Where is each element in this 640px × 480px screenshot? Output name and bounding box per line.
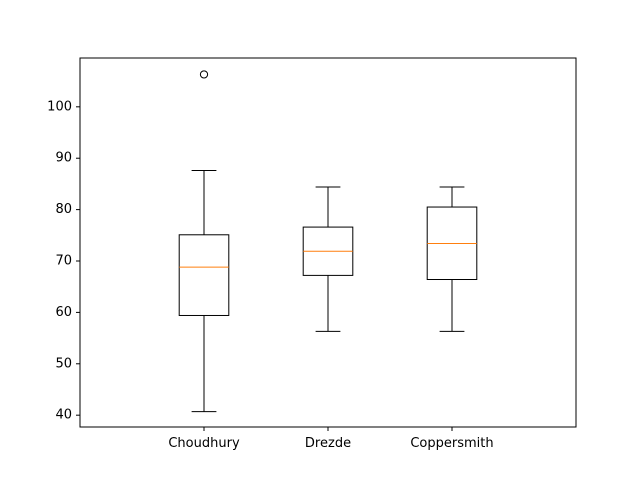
box-drezde [302,186,354,332]
y-tick-label: 50 [55,356,72,371]
x-tick-label: Coppersmith [410,436,493,451]
y-tick-label: 70 [55,254,72,269]
x-tick-label: Choudhury [168,436,240,451]
y-axis-ticks: 40 50 60 70 80 90 100 [47,99,80,423]
outlier-point [199,70,209,79]
x-tick-label: Drezde [305,436,351,451]
iqr-box [178,234,230,316]
boxes [178,70,478,413]
box-coppersmith [426,186,478,332]
y-tick-label: 40 [55,408,72,423]
box-choudhury [178,70,230,413]
plot-area [80,58,576,427]
plot-frame [79,57,577,428]
y-tick-label: 90 [55,151,72,166]
y-tick-label: 60 [55,305,72,320]
y-tick-label: 100 [47,99,72,114]
y-tick-label: 80 [55,202,72,217]
x-axis-ticks: Choudhury Drezde Coppersmith [168,427,494,451]
